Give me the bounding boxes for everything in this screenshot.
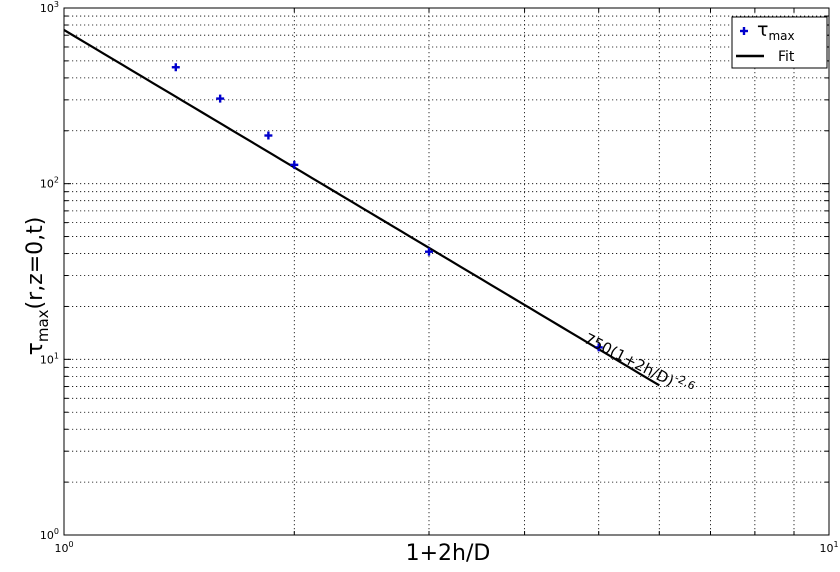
- y-axis-label-tail: (r,z=0,t): [23, 217, 48, 310]
- x-tick-label: 100: [54, 540, 73, 555]
- fit-line: [63, 29, 660, 387]
- data-point: [264, 131, 273, 140]
- legend-box: [731, 16, 828, 69]
- y-tick-label: 100: [40, 527, 59, 542]
- y-axis-label-main: τ: [23, 342, 48, 355]
- legend-label-points: τmax: [757, 19, 795, 43]
- legend: τmax Fit: [731, 16, 828, 69]
- y-axis-label: τmax(r,z=0,t): [23, 217, 52, 356]
- y-tick-label: 101: [40, 351, 59, 366]
- fit-line-group: [63, 29, 660, 387]
- plot-frame: [63, 7, 830, 536]
- x-tick-label: 101: [819, 540, 838, 555]
- ticks: [63, 8, 829, 536]
- data-point: [171, 63, 180, 72]
- points-group: [171, 63, 603, 352]
- y-axis-label-sub: max: [34, 309, 52, 342]
- data-point: [290, 160, 299, 169]
- x-axis-label: 1+2h/D: [406, 541, 491, 566]
- y-tick-label: 102: [40, 176, 59, 191]
- legend-marker-points: [740, 27, 748, 35]
- data-point: [424, 247, 433, 256]
- legend-label-fit: Fit: [778, 49, 795, 65]
- data-point: [216, 94, 225, 103]
- y-tick-label: 103: [40, 0, 59, 15]
- tick-labels: 100 101 100 101 102 103: [40, 0, 839, 555]
- data-point: [594, 343, 603, 352]
